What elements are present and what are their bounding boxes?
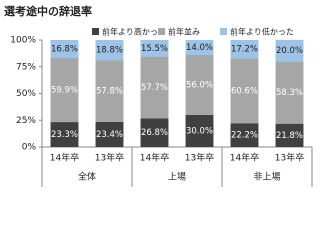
x-tick-label: 14年卒 xyxy=(140,152,169,164)
value-label: 60.6% xyxy=(231,86,258,96)
legend-label: 前年並み xyxy=(168,27,200,37)
bar-segment xyxy=(275,123,304,147)
bar-segment xyxy=(185,54,214,115)
legend-label: 前年より低かった xyxy=(230,27,294,37)
bar-segment xyxy=(230,58,259,124)
x-tick-label: 13年卒 xyxy=(95,152,124,164)
value-label: 56.0% xyxy=(186,80,213,90)
value-label: 15.5% xyxy=(141,44,168,54)
chart-title: 選考途中の辞退率 xyxy=(4,4,92,18)
value-label: 57.7% xyxy=(141,83,168,93)
group-label: 全体 xyxy=(78,171,96,183)
value-label: 23.3% xyxy=(51,130,78,140)
x-tick-label: 14年卒 xyxy=(50,152,79,164)
bar-segment xyxy=(50,40,79,58)
legend-swatch xyxy=(92,28,99,35)
bar-segment xyxy=(140,40,169,57)
value-label: 26.8% xyxy=(141,128,168,138)
value-label: 58.3% xyxy=(276,88,303,98)
bar-segment xyxy=(185,40,214,55)
y-tick-label: 0% xyxy=(22,143,37,153)
x-tick-label: 13年卒 xyxy=(275,152,304,164)
legend-label: 前年より高かった xyxy=(102,27,166,37)
x-tick-label: 13年卒 xyxy=(185,152,214,164)
bar-segment xyxy=(95,121,124,147)
bar-segment xyxy=(230,40,259,59)
group-label: 上場 xyxy=(168,171,186,183)
bar-segment xyxy=(140,118,169,147)
bar-segment xyxy=(95,60,124,122)
value-label: 14.0% xyxy=(186,43,213,53)
bar-segment xyxy=(230,123,259,147)
y-tick-label: 100% xyxy=(10,36,36,46)
value-label: 59.9% xyxy=(51,86,78,96)
value-label: 16.8% xyxy=(51,44,78,54)
value-label: 20.0% xyxy=(276,46,303,56)
bar-segment xyxy=(185,114,214,147)
y-tick-label: 25% xyxy=(16,116,36,126)
x-tick-label: 14年卒 xyxy=(230,152,259,164)
value-label: 18.8% xyxy=(96,46,123,56)
chart: 選考途中の辞退率 0% 25% 50% 75% 100% 前年より高かった 前年並み 前年より… xyxy=(4,4,313,187)
bar-segment xyxy=(50,57,79,123)
y-tick-label: 50% xyxy=(16,89,36,99)
y-tick-label: 75% xyxy=(16,62,36,72)
bar-segment xyxy=(275,61,304,124)
value-label: 30.0% xyxy=(186,126,213,136)
bar-segment xyxy=(140,56,169,119)
group-label: 非上場 xyxy=(253,171,280,183)
value-label: 17.2% xyxy=(231,45,258,55)
legend-swatch xyxy=(220,28,227,35)
bar-segment xyxy=(275,39,304,62)
value-label: 21.8% xyxy=(276,131,303,141)
bar-segment xyxy=(50,122,79,147)
legend-swatch xyxy=(158,28,165,35)
value-label: 23.4% xyxy=(96,130,123,140)
bar-segment xyxy=(95,40,124,61)
value-label: 57.8% xyxy=(96,87,123,97)
value-label: 22.2% xyxy=(231,131,258,141)
